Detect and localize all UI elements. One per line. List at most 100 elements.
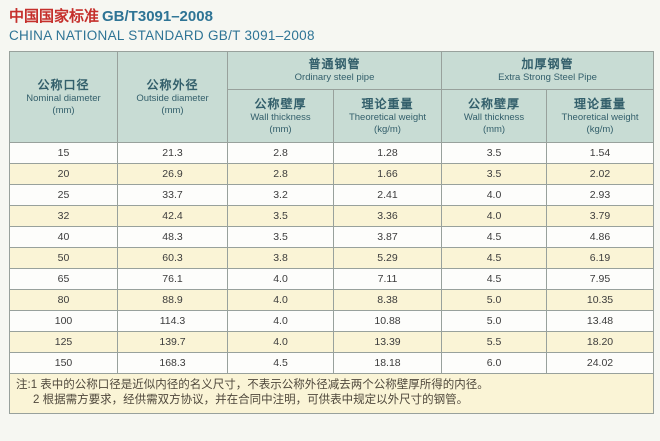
table-row: 80 88.9 4.0 8.38 5.0 10.35: [9, 289, 655, 311]
title-standard-code: GB/T3091–2008: [102, 8, 213, 25]
table-cell: 1.54: [546, 142, 655, 164]
header-group-extra-en: Extra Strong Steel Pipe: [498, 72, 597, 83]
table-body: 15 21.3 2.8 1.28 3.5 1.54 20 26.9 2.8 1.66 3.5 2.02…: [9, 142, 655, 374]
table-cell: 88.9: [117, 289, 228, 311]
table-row: 20 26.9 2.8 1.66 3.5 2.02: [9, 163, 655, 185]
table-row: 32 42.4 3.5 3.36 4.0 3.79: [9, 205, 655, 227]
table-cell: 76.1: [117, 268, 228, 290]
table-cell: 100: [9, 310, 118, 332]
table-row: 50 60.3 3.8 5.29 4.5 6.19: [9, 247, 655, 269]
notes-row: 注:1 表中的公称口径是近似内径的名义尺寸，不表示公称外径减去两个公称壁厚所得的…: [8, 373, 655, 414]
header-group-ordinary-zh: 普通钢管: [308, 57, 361, 71]
header-group-extra-zh: 加厚钢管: [521, 57, 574, 71]
table-row: 125 139.7 4.0 13.39 5.5 18.20: [9, 331, 655, 353]
header-group-extra-strong-pipe: 加厚钢管 Extra Strong Steel Pipe: [441, 51, 655, 90]
header-nominal-diameter-zh: 公称口径: [37, 77, 90, 92]
table-cell: 7.11: [332, 268, 443, 290]
table-cell: 40: [9, 226, 118, 248]
header-ordinary-weight-unit: (kg/m): [374, 123, 401, 135]
header-nominal-diameter: 公称口径 Nominal diameter (mm): [9, 51, 118, 143]
table-footer: 注:1 表中的公称口径是近似内径的名义尺寸，不表示公称外径减去两个公称壁厚所得的…: [8, 373, 655, 414]
table-cell: 25: [9, 184, 118, 206]
table-cell: 4.5: [441, 268, 548, 290]
header-ordinary-theoretical-weight: 理论重量 Theoretical weight (kg/m): [332, 89, 443, 143]
page-title: 中国国家标准 GB/T3091–2008: [9, 7, 652, 26]
table-cell: 10.88: [332, 310, 443, 332]
table-cell: 125: [9, 331, 118, 353]
table-notes: 注:1 表中的公称口径是近似内径的名义尺寸，不表示公称外径减去两个公称壁厚所得的…: [8, 373, 655, 414]
sub-header-row: 公称壁厚 Wall thickness (mm) 理论重量 Theoretica…: [10, 89, 655, 143]
title-block: 中国国家标准 GB/T3091–2008 CHINA NATIONAL STAND…: [9, 7, 652, 45]
table-cell: 114.3: [117, 310, 228, 332]
note-line-1: 注:1 表中的公称口径是近似内径的名义尺寸，不表示公称外径减去两个公称壁厚所得的…: [16, 379, 489, 391]
table-cell: 15: [9, 142, 118, 164]
table-cell: 168.3: [117, 352, 228, 374]
header-extra-weight-unit: (kg/m): [586, 123, 614, 135]
table-cell: 20: [9, 163, 118, 185]
table-cell: 60.3: [117, 247, 228, 269]
header-outside-diameter-en: Outside diameter: [136, 92, 209, 104]
table-cell: 4.0: [441, 184, 548, 206]
table-cell: 3.87: [332, 226, 443, 248]
table-cell: 2.8: [227, 142, 334, 164]
header-group-ordinary-pipe: 普通钢管 Ordinary steel pipe: [226, 51, 443, 90]
table-cell: 24.02: [546, 352, 655, 374]
table-row: 25 33.7 3.2 2.41 4.0 2.93: [9, 184, 655, 206]
table-cell: 5.29: [332, 247, 443, 269]
header-nominal-diameter-en: Nominal diameter: [26, 92, 101, 104]
header-ordinary-wall-zh: 公称壁厚: [254, 96, 307, 111]
table-cell: 6.19: [546, 247, 655, 269]
table-cell: 18.20: [546, 331, 655, 353]
table-cell: 3.8: [227, 247, 334, 269]
table-cell: 1.28: [332, 142, 443, 164]
note-line-2: 2 根据需方要求，经供需双方协议，并在合同中注明，可供表中规定以外尺寸的钢管。: [33, 394, 469, 406]
table-cell: 80: [9, 289, 118, 311]
header-ordinary-wall-thickness: 公称壁厚 Wall thickness (mm): [227, 89, 334, 143]
steel-pipe-spec-table: 公称口径 Nominal diameter (mm) 公称外径 Outside …: [8, 51, 655, 414]
header-group-ordinary-en: Ordinary steel pipe: [294, 72, 375, 83]
page-subtitle: CHINA NATIONAL STANDARD GB/T 3091–2008: [9, 28, 315, 43]
table-cell: 2.41: [332, 184, 443, 206]
table-cell: 139.7: [117, 331, 228, 353]
table-cell: 1.66: [332, 163, 443, 185]
table-cell: 50: [9, 247, 118, 269]
header-extra-wall-zh: 公称壁厚: [468, 96, 521, 111]
header-outside-diameter-zh: 公称外径: [146, 77, 199, 92]
table-cell: 6.0: [441, 352, 548, 374]
table-cell: 26.9: [117, 163, 228, 185]
header-ordinary-wall-unit: (mm): [269, 123, 292, 135]
table-row: 65 76.1 4.0 7.11 4.5 7.95: [9, 268, 655, 290]
table-cell: 10.35: [546, 289, 655, 311]
table-cell: 3.79: [546, 205, 655, 227]
title-chinese: 中国国家标准: [9, 8, 100, 25]
header-extra-theoretical-weight: 理论重量 Theoretical weight (kg/m): [546, 89, 655, 143]
table-cell: 3.5: [227, 226, 334, 248]
table-cell: 7.95: [546, 268, 655, 290]
table-cell: 4.86: [546, 226, 655, 248]
table-cell: 32: [9, 205, 118, 227]
table-cell: 5.0: [441, 310, 548, 332]
table-cell: 3.5: [441, 163, 548, 185]
table-cell: 2.8: [227, 163, 334, 185]
table-cell: 21.3: [117, 142, 228, 164]
table-cell: 4.0: [227, 268, 334, 290]
table-cell: 4.0: [227, 289, 334, 311]
table-row: 40 48.3 3.5 3.87 4.5 4.86: [9, 226, 655, 248]
table-cell: 4.5: [441, 226, 548, 248]
table-cell: 65: [9, 268, 118, 290]
table-cell: 33.7: [117, 184, 228, 206]
header-extra-weight-zh: 理论重量: [574, 96, 627, 111]
table-cell: 48.3: [117, 226, 228, 248]
header-extra-wall-thickness: 公称壁厚 Wall thickness (mm): [441, 89, 548, 143]
table-row: 150 168.3 4.5 18.18 6.0 24.02: [9, 352, 655, 374]
header-extra-wall-unit: (mm): [482, 123, 506, 135]
table-cell: 150: [9, 352, 118, 374]
table-cell: 4.0: [227, 331, 334, 353]
table-cell: 3.36: [332, 205, 443, 227]
header-outside-diameter: 公称外径 Outside diameter (mm): [117, 51, 228, 143]
table-cell: 4.0: [227, 310, 334, 332]
table-cell: 4.5: [441, 247, 548, 269]
header-ordinary-weight-en: Theoretical weight: [348, 111, 427, 123]
header-ordinary-weight-zh: 理论重量: [361, 96, 414, 111]
table-cell: 5.0: [441, 289, 548, 311]
